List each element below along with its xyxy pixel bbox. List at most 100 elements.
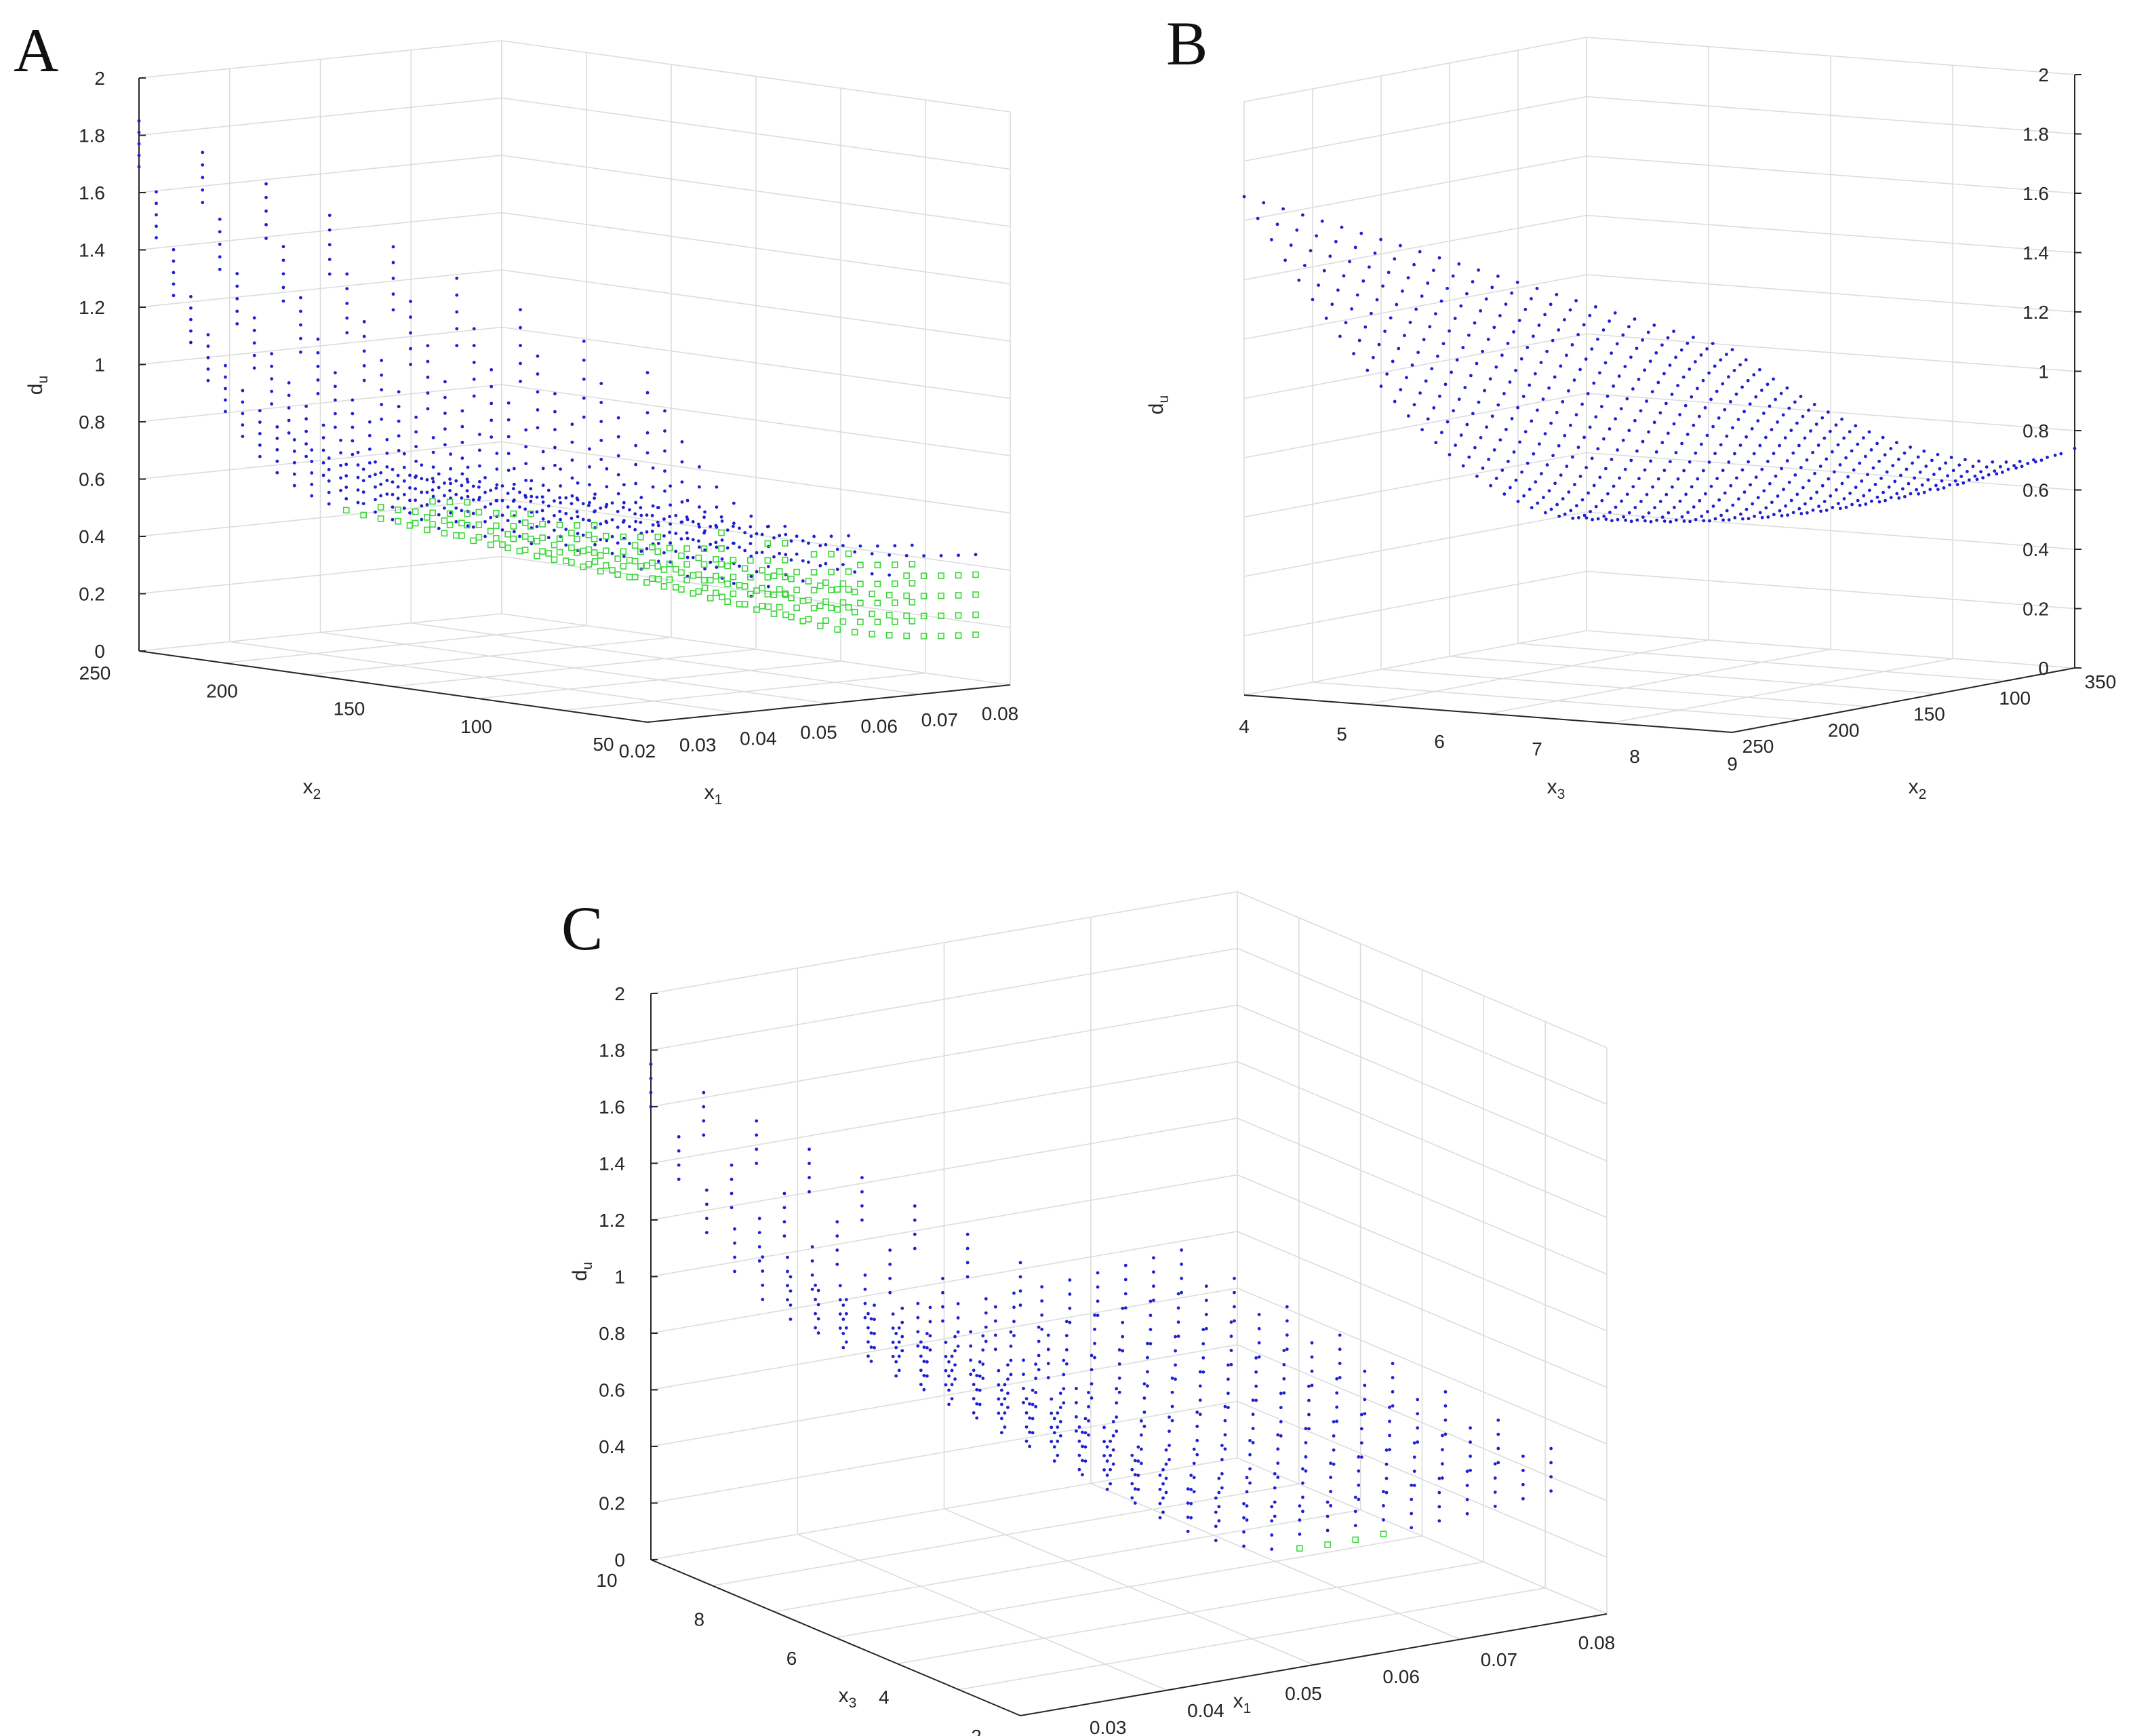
green-point bbox=[690, 590, 697, 597]
blue-point bbox=[1711, 425, 1715, 429]
blue-point bbox=[252, 366, 256, 370]
blue-point bbox=[495, 467, 499, 471]
blue-point bbox=[633, 512, 637, 516]
blue-point bbox=[1443, 1390, 1448, 1394]
blue-point bbox=[1588, 313, 1592, 317]
blue-point bbox=[838, 1326, 842, 1330]
green-point bbox=[903, 632, 910, 639]
blue-point bbox=[536, 390, 540, 394]
blue-point bbox=[1679, 348, 1683, 352]
blue-point bbox=[656, 559, 660, 564]
blue-point bbox=[1342, 274, 1346, 278]
blue-point bbox=[344, 462, 348, 467]
blue-point bbox=[866, 1311, 870, 1316]
blue-point bbox=[1459, 304, 1463, 308]
blue-point bbox=[449, 511, 452, 515]
blue-point bbox=[674, 532, 678, 536]
blue-point bbox=[888, 573, 892, 577]
blue-point bbox=[1490, 285, 1494, 290]
blue-point bbox=[1839, 507, 1842, 511]
blue-point bbox=[749, 534, 753, 538]
blue-point bbox=[1686, 511, 1690, 515]
blue-point bbox=[731, 541, 735, 545]
green-point bbox=[637, 548, 644, 555]
blue-point bbox=[1747, 517, 1751, 521]
blue-point bbox=[1412, 1484, 1416, 1487]
green-point bbox=[810, 551, 818, 558]
blue-point bbox=[1248, 1438, 1252, 1442]
green-point bbox=[718, 561, 725, 568]
blue-point bbox=[1829, 429, 1832, 433]
blue-point bbox=[639, 549, 643, 553]
wall-grid-z bbox=[1243, 511, 2075, 577]
blue-point bbox=[1161, 1467, 1165, 1472]
blue-point bbox=[206, 333, 210, 337]
blue-point bbox=[715, 545, 719, 549]
blue-point bbox=[645, 391, 650, 395]
blue-point bbox=[1233, 1276, 1236, 1280]
blue-point bbox=[733, 1255, 736, 1259]
green-point bbox=[938, 632, 944, 639]
blue-point bbox=[1574, 299, 1578, 302]
blue-point bbox=[993, 1347, 997, 1352]
blue-point bbox=[1046, 1333, 1050, 1337]
green-point bbox=[834, 626, 841, 633]
blue-point bbox=[1959, 475, 1963, 478]
blue-point bbox=[455, 344, 459, 348]
blue-point bbox=[1410, 1526, 1414, 1530]
blue-point bbox=[1731, 503, 1735, 507]
blue-point bbox=[1377, 342, 1381, 347]
blue-point bbox=[409, 347, 412, 351]
blue-point bbox=[1383, 330, 1387, 333]
blue-point bbox=[1484, 297, 1488, 301]
green-point bbox=[805, 616, 812, 623]
green-point bbox=[834, 586, 841, 593]
blue-point bbox=[1835, 488, 1838, 492]
blue-point bbox=[969, 1358, 973, 1362]
blue-point bbox=[981, 1348, 985, 1352]
blue-point bbox=[201, 188, 205, 192]
blue-point bbox=[969, 1373, 973, 1377]
blue-point bbox=[1037, 1339, 1041, 1343]
blue-point bbox=[351, 412, 355, 416]
blue-point bbox=[581, 502, 585, 506]
blue-point bbox=[1551, 338, 1555, 342]
blue-point bbox=[1363, 1412, 1367, 1416]
blue-point bbox=[1610, 351, 1614, 355]
blue-point bbox=[1774, 397, 1778, 401]
green-point bbox=[828, 568, 835, 576]
blue-point bbox=[1158, 1487, 1162, 1491]
blue-point bbox=[720, 538, 724, 542]
blue-point bbox=[1985, 465, 1989, 469]
blue-point bbox=[466, 524, 470, 528]
green-point bbox=[690, 572, 697, 579]
blue-point bbox=[1610, 458, 1614, 461]
blue-point bbox=[1690, 485, 1694, 489]
green-point bbox=[395, 517, 401, 525]
blue-point bbox=[725, 528, 730, 532]
blue-point bbox=[437, 499, 441, 503]
blue-point bbox=[616, 509, 620, 513]
blue-point bbox=[1022, 1373, 1025, 1377]
blue-point bbox=[559, 517, 563, 521]
blue-point bbox=[385, 465, 389, 469]
blue-point bbox=[1161, 1510, 1165, 1514]
y-tick-label: 250 bbox=[79, 663, 111, 684]
blue-point bbox=[1680, 515, 1684, 519]
blue-point bbox=[287, 418, 291, 422]
green-point bbox=[874, 580, 881, 588]
blue-point bbox=[1040, 1299, 1044, 1303]
blue-point bbox=[431, 450, 435, 454]
blue-point bbox=[616, 416, 620, 420]
blue-point bbox=[304, 417, 308, 421]
blue-point bbox=[189, 306, 193, 310]
blue-point bbox=[1273, 1500, 1277, 1504]
blue-point bbox=[1850, 449, 1854, 453]
blue-point bbox=[206, 356, 210, 359]
blue-point bbox=[1516, 500, 1520, 503]
blue-point bbox=[472, 327, 476, 331]
blue-point bbox=[808, 1147, 811, 1151]
blue-point bbox=[264, 222, 268, 226]
blue-point bbox=[1077, 1425, 1081, 1429]
blue-point bbox=[1559, 364, 1563, 368]
